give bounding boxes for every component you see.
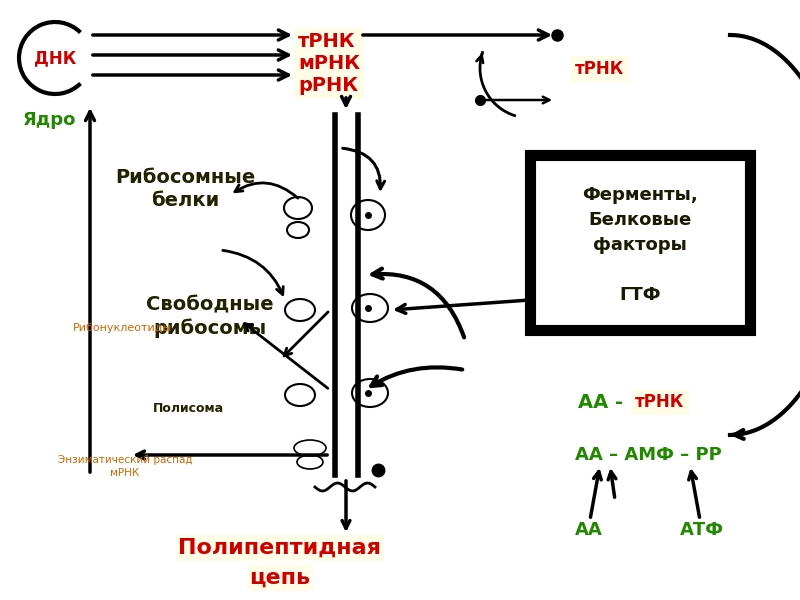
Text: тРНК
мРНК
рРНК: тРНК мРНК рРНК — [298, 32, 360, 95]
Text: Ферменты,
Белковые
факторы: Ферменты, Белковые факторы — [582, 186, 698, 254]
Text: Полисома: Полисома — [153, 401, 223, 415]
Text: Свободные
рибосомы: Свободные рибосомы — [146, 295, 274, 338]
Text: цепь: цепь — [250, 568, 310, 588]
Text: АА – АМФ – РР: АА – АМФ – РР — [575, 446, 722, 464]
Text: Рибосомные
белки: Рибосомные белки — [115, 168, 255, 211]
Text: тРНК: тРНК — [635, 393, 684, 411]
Text: Энзиматический распад: Энзиматический распад — [58, 455, 192, 465]
Text: Ядро: Ядро — [23, 111, 77, 129]
Text: мРНК: мРНК — [110, 468, 139, 478]
Text: ГТФ: ГТФ — [619, 286, 661, 304]
FancyBboxPatch shape — [530, 155, 750, 330]
Text: Рибонуклеотиды: Рибонуклеотиды — [72, 323, 172, 333]
Text: АА -: АА - — [578, 392, 623, 412]
Text: Полипептидная: Полипептидная — [178, 538, 382, 558]
Text: тРНК: тРНК — [575, 60, 624, 78]
Text: АА: АА — [575, 521, 602, 539]
Text: ДНК: ДНК — [34, 49, 76, 67]
Text: АТФ: АТФ — [680, 521, 724, 539]
